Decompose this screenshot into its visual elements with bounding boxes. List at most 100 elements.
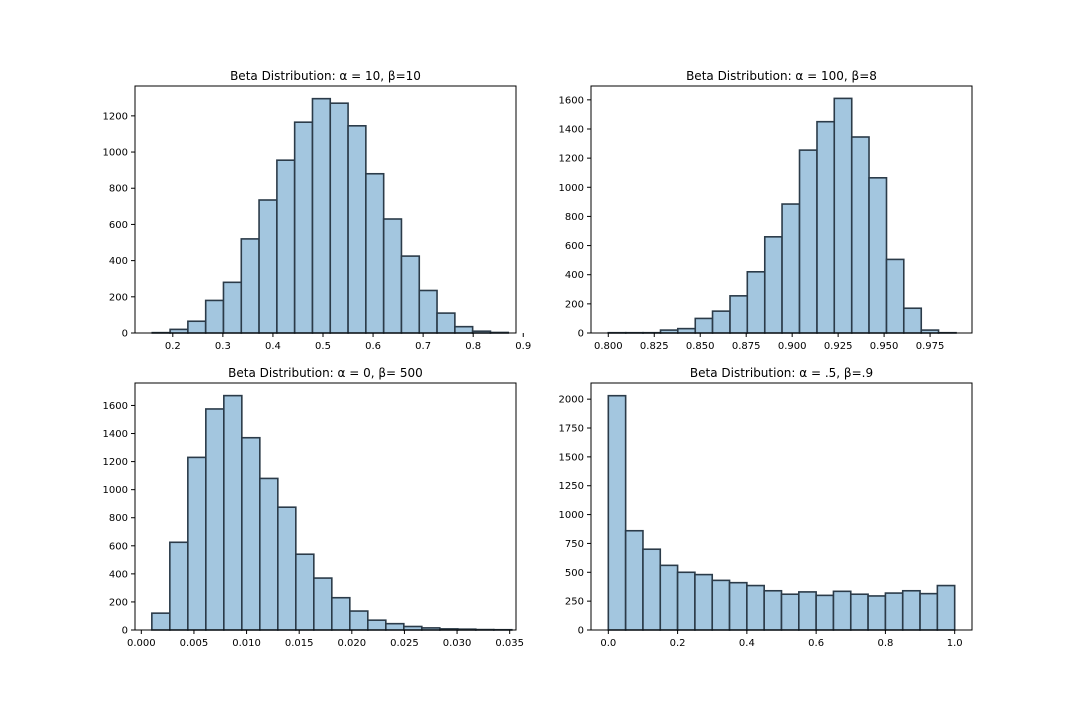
histogram-bar [902,307,923,334]
x-tick-label: 0.4 [739,638,755,649]
y-tick-label: 1200 [559,154,584,165]
histogram-bar [711,579,731,631]
x-tick-label: 0.0 [600,638,616,649]
y-tick-label: 800 [565,212,584,223]
histogram-bar [436,312,456,334]
y-tick-label: 1000 [559,510,584,521]
x-tick-label: 0.005 [180,638,209,649]
y-tick-label: 2000 [559,395,584,406]
histogram-bar [868,177,888,334]
histogram-bar [816,120,836,334]
histogram-bar [223,394,243,631]
histogram-bar [187,320,207,334]
histogram-bar [187,456,207,631]
histogram-bar [729,295,749,334]
x-tick-label: 0.6 [808,638,824,649]
histogram-bar [293,121,314,334]
histogram-bar [454,325,474,334]
x-tick-label: 0.825 [640,341,669,352]
y-tick-label: 500 [565,568,584,579]
x-tick-label: 0.2 [165,341,181,352]
histogram-bar [607,394,627,631]
x-tick-label: 0.030 [443,638,472,649]
histogram-bar [676,571,696,631]
axes-frame [134,382,517,631]
x-tick-label: 0.900 [778,341,807,352]
x-tick-label: 0.6 [365,341,381,352]
histogram-bar [169,328,189,334]
subplot-title: Beta Distribution: α = 10, β=10 [230,69,421,83]
y-tick-label: 400 [109,569,128,580]
y-tick-label: 200 [109,597,128,608]
y-tick-label: 0 [122,329,128,340]
axes-frame [134,85,517,334]
y-tick-label: 1250 [559,481,584,492]
axes-frame [590,85,973,334]
histogram-bar [867,595,887,631]
x-tick-label: 0.020 [337,638,366,649]
y-tick-label: 600 [109,541,128,552]
y-tick-label: 1000 [103,485,128,496]
y-tick-label: 200 [565,299,584,310]
histogram-bar [329,102,349,334]
histogram-bar [151,612,171,631]
subplot-top-right: Beta Distribution: α = 100, β=8 0.800 0.8… [559,69,973,352]
histogram-bar [901,589,921,631]
histogram-bar [258,199,278,334]
histogram-bar [746,584,765,631]
histogram-bar [780,593,800,631]
y-tick-label: 1600 [103,401,128,412]
y-tick-label: 600 [109,220,128,231]
x-tick-label: 0.9 [515,341,531,352]
histogram-bar [624,529,644,631]
x-tick-label: 0.925 [824,341,853,352]
x-tick-label: 0.4 [265,341,281,352]
x-tick-label: 0.010 [232,638,261,649]
histogram-bar [832,590,852,631]
histogram-bar [240,238,260,334]
x-tick-label: 0.800 [594,341,623,352]
x-tick-label: 0.950 [870,341,899,352]
histogram-bar [798,149,818,334]
histogram-bar [815,594,835,631]
histogram-bar [241,436,261,631]
histogram-bar [884,592,904,631]
y-tick-label: 200 [109,292,128,303]
y-tick-label: 0 [578,626,584,637]
histogram-bar [222,281,243,334]
subplot-title: Beta Distribution: α = 100, β=8 [686,69,877,83]
subplot-top-left: Beta Distribution: α = 10, β=10 0.2 0.3 0.… [103,69,532,352]
histogram-bar [349,610,369,631]
y-tick-label: 1500 [559,452,584,463]
histogram-bar [798,591,817,631]
histogram-bar [694,317,714,334]
histogram-bar [746,270,766,334]
histogram-bar [676,327,697,334]
x-tick-label: 0.875 [732,341,761,352]
subplot-title: Beta Distribution: α = 0, β= 500 [228,366,423,380]
subplot-bottom-left: Beta Distribution: α = 0, β= 500 0.000 0.… [103,366,524,649]
histogram-bar [385,622,405,631]
x-tick-label: 0.5 [315,341,331,352]
subplot-bottom-right: Beta Distribution: α = .5, β=.9 0.0 0.2 0.… [559,366,973,649]
x-tick-label: 0.8 [877,638,893,649]
y-tick-label: 1000 [559,183,584,194]
histogram-bar [331,596,351,631]
x-tick-label: 0.7 [415,341,431,352]
y-tick-label: 1000 [103,148,128,159]
y-tick-label: 800 [109,184,128,195]
y-tick-label: 1200 [103,457,128,468]
y-tick-label: 1400 [559,124,584,135]
histogram-bar [365,172,385,334]
histogram-bar [711,310,731,334]
histogram-bar [642,548,662,631]
histogram-bar [400,255,421,334]
x-tick-label: 0.035 [495,638,524,649]
histogram-bar [169,541,189,631]
histogram-bar [728,581,748,631]
histogram-bar [313,577,333,631]
y-tick-label: 250 [565,597,584,608]
histogram-bar [418,289,438,334]
y-tick-label: 1750 [559,424,584,435]
